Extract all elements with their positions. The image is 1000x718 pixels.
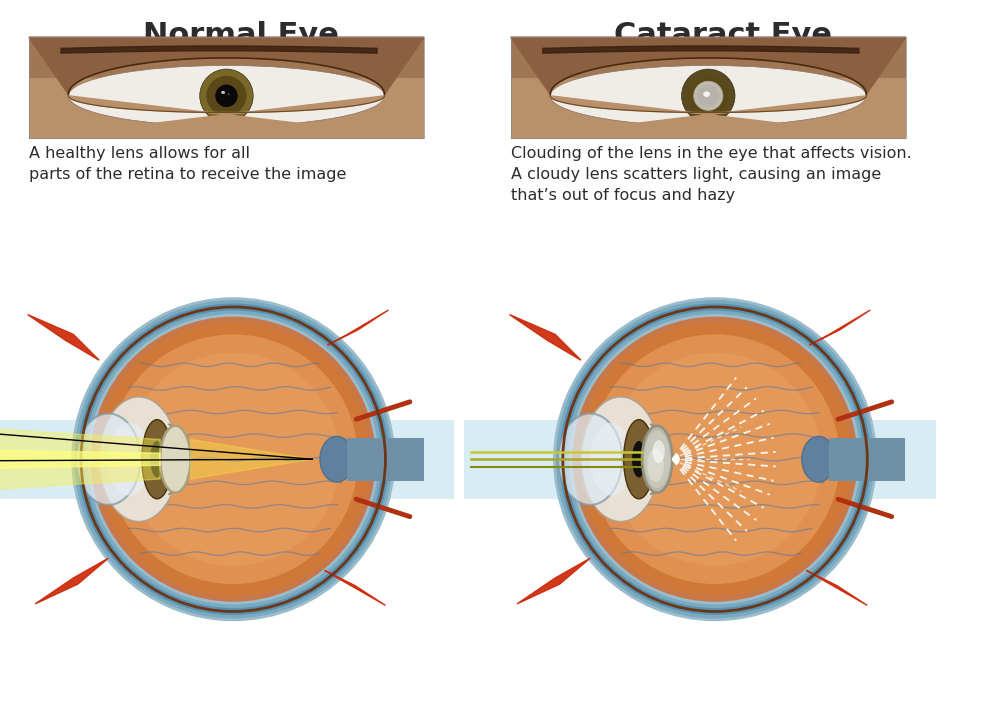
Bar [29,37,424,78]
Ellipse shape [590,423,633,495]
Bar [464,419,936,499]
Polygon shape [517,558,590,604]
Ellipse shape [624,419,654,499]
Text: Normal Eye: Normal Eye [143,21,339,50]
Ellipse shape [563,307,867,612]
Ellipse shape [558,414,622,505]
Bar [29,37,424,139]
Ellipse shape [320,437,353,482]
Ellipse shape [694,81,723,111]
Ellipse shape [550,65,866,126]
Ellipse shape [590,335,840,584]
Polygon shape [511,37,906,94]
Polygon shape [0,450,160,468]
Ellipse shape [108,335,358,584]
Ellipse shape [802,437,835,482]
Text: Clouding of the lens in the eye that affects vision.
A cloudy lens scatters ligh: Clouding of the lens in the eye that aff… [511,146,911,203]
Ellipse shape [647,449,664,482]
Ellipse shape [76,414,140,505]
Ellipse shape [96,322,370,596]
Bar [511,37,906,78]
Bar [29,37,424,139]
Bar [0,419,454,499]
Ellipse shape [581,397,660,522]
Polygon shape [29,37,424,94]
Ellipse shape [608,353,822,566]
Ellipse shape [221,91,225,94]
Ellipse shape [127,353,340,566]
Ellipse shape [150,441,164,477]
Polygon shape [35,558,108,604]
Bar [347,438,424,480]
Bar [511,37,906,139]
Polygon shape [28,314,99,360]
Ellipse shape [81,307,385,612]
Ellipse shape [688,76,728,116]
Ellipse shape [703,91,710,97]
Polygon shape [509,314,581,360]
Polygon shape [191,439,312,479]
Ellipse shape [228,93,230,95]
Ellipse shape [68,65,384,126]
Ellipse shape [215,85,238,107]
Ellipse shape [206,76,246,116]
Ellipse shape [200,69,253,123]
Text: A healthy lens allows for all
parts of the retina to receive the image: A healthy lens allows for all parts of t… [29,146,346,182]
Polygon shape [809,310,870,345]
Ellipse shape [697,85,720,107]
Polygon shape [328,310,389,345]
Ellipse shape [160,426,191,493]
Polygon shape [511,95,906,139]
Ellipse shape [99,397,178,522]
Ellipse shape [632,441,646,477]
Polygon shape [29,95,424,139]
Ellipse shape [108,423,151,495]
Ellipse shape [578,322,852,596]
Polygon shape [0,429,160,490]
Ellipse shape [642,426,672,493]
Ellipse shape [682,69,735,123]
Bar [511,37,906,139]
Polygon shape [806,570,867,605]
Ellipse shape [142,419,172,499]
Ellipse shape [644,430,670,488]
Ellipse shape [653,440,665,463]
Polygon shape [325,570,385,605]
Bar [829,438,905,480]
Text: Cataract Eye: Cataract Eye [614,21,832,50]
